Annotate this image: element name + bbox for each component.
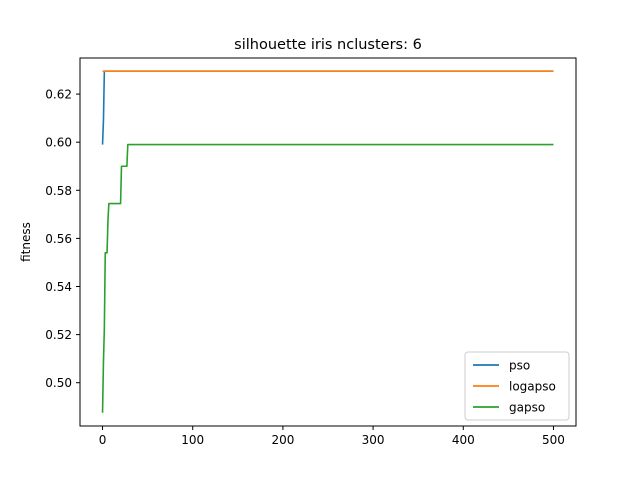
y-tick-label: 0.58 — [45, 184, 72, 198]
series-line-gapso — [101, 143, 554, 413]
legend: pso logapso gapso — [464, 351, 570, 421]
y-axis-label: fitness — [19, 222, 33, 262]
y-tick-label: 0.54 — [45, 280, 72, 294]
x-tick-label: 300 — [362, 433, 385, 447]
legend-label-pso: pso — [509, 359, 530, 373]
y-tick-label: 0.50 — [45, 376, 72, 390]
x-axis: 0 100 200 300 400 500 — [99, 426, 565, 447]
x-tick-label: 500 — [542, 433, 565, 447]
legend-label-gapso: gapso — [509, 401, 545, 415]
x-tick-label: 400 — [452, 433, 475, 447]
x-tick-label: 100 — [181, 433, 204, 447]
y-axis: 0.50 0.52 0.54 0.56 0.58 0.60 0.62 — [45, 88, 80, 390]
series-layer — [101, 70, 554, 413]
plot-area — [79, 57, 577, 427]
chart-title: silhouette iris nclusters: 6 — [234, 37, 422, 53]
y-tick-label: 0.62 — [45, 88, 72, 102]
x-tick-label: 200 — [271, 433, 294, 447]
legend-label-logapso: logapso — [509, 380, 556, 394]
y-tick-label: 0.56 — [45, 232, 72, 246]
legend-box — [464, 351, 570, 421]
y-tick-label: 0.60 — [45, 136, 72, 150]
x-tick-label: 0 — [99, 433, 107, 447]
plot-frame — [79, 57, 577, 427]
y-tick-label: 0.52 — [45, 328, 72, 342]
